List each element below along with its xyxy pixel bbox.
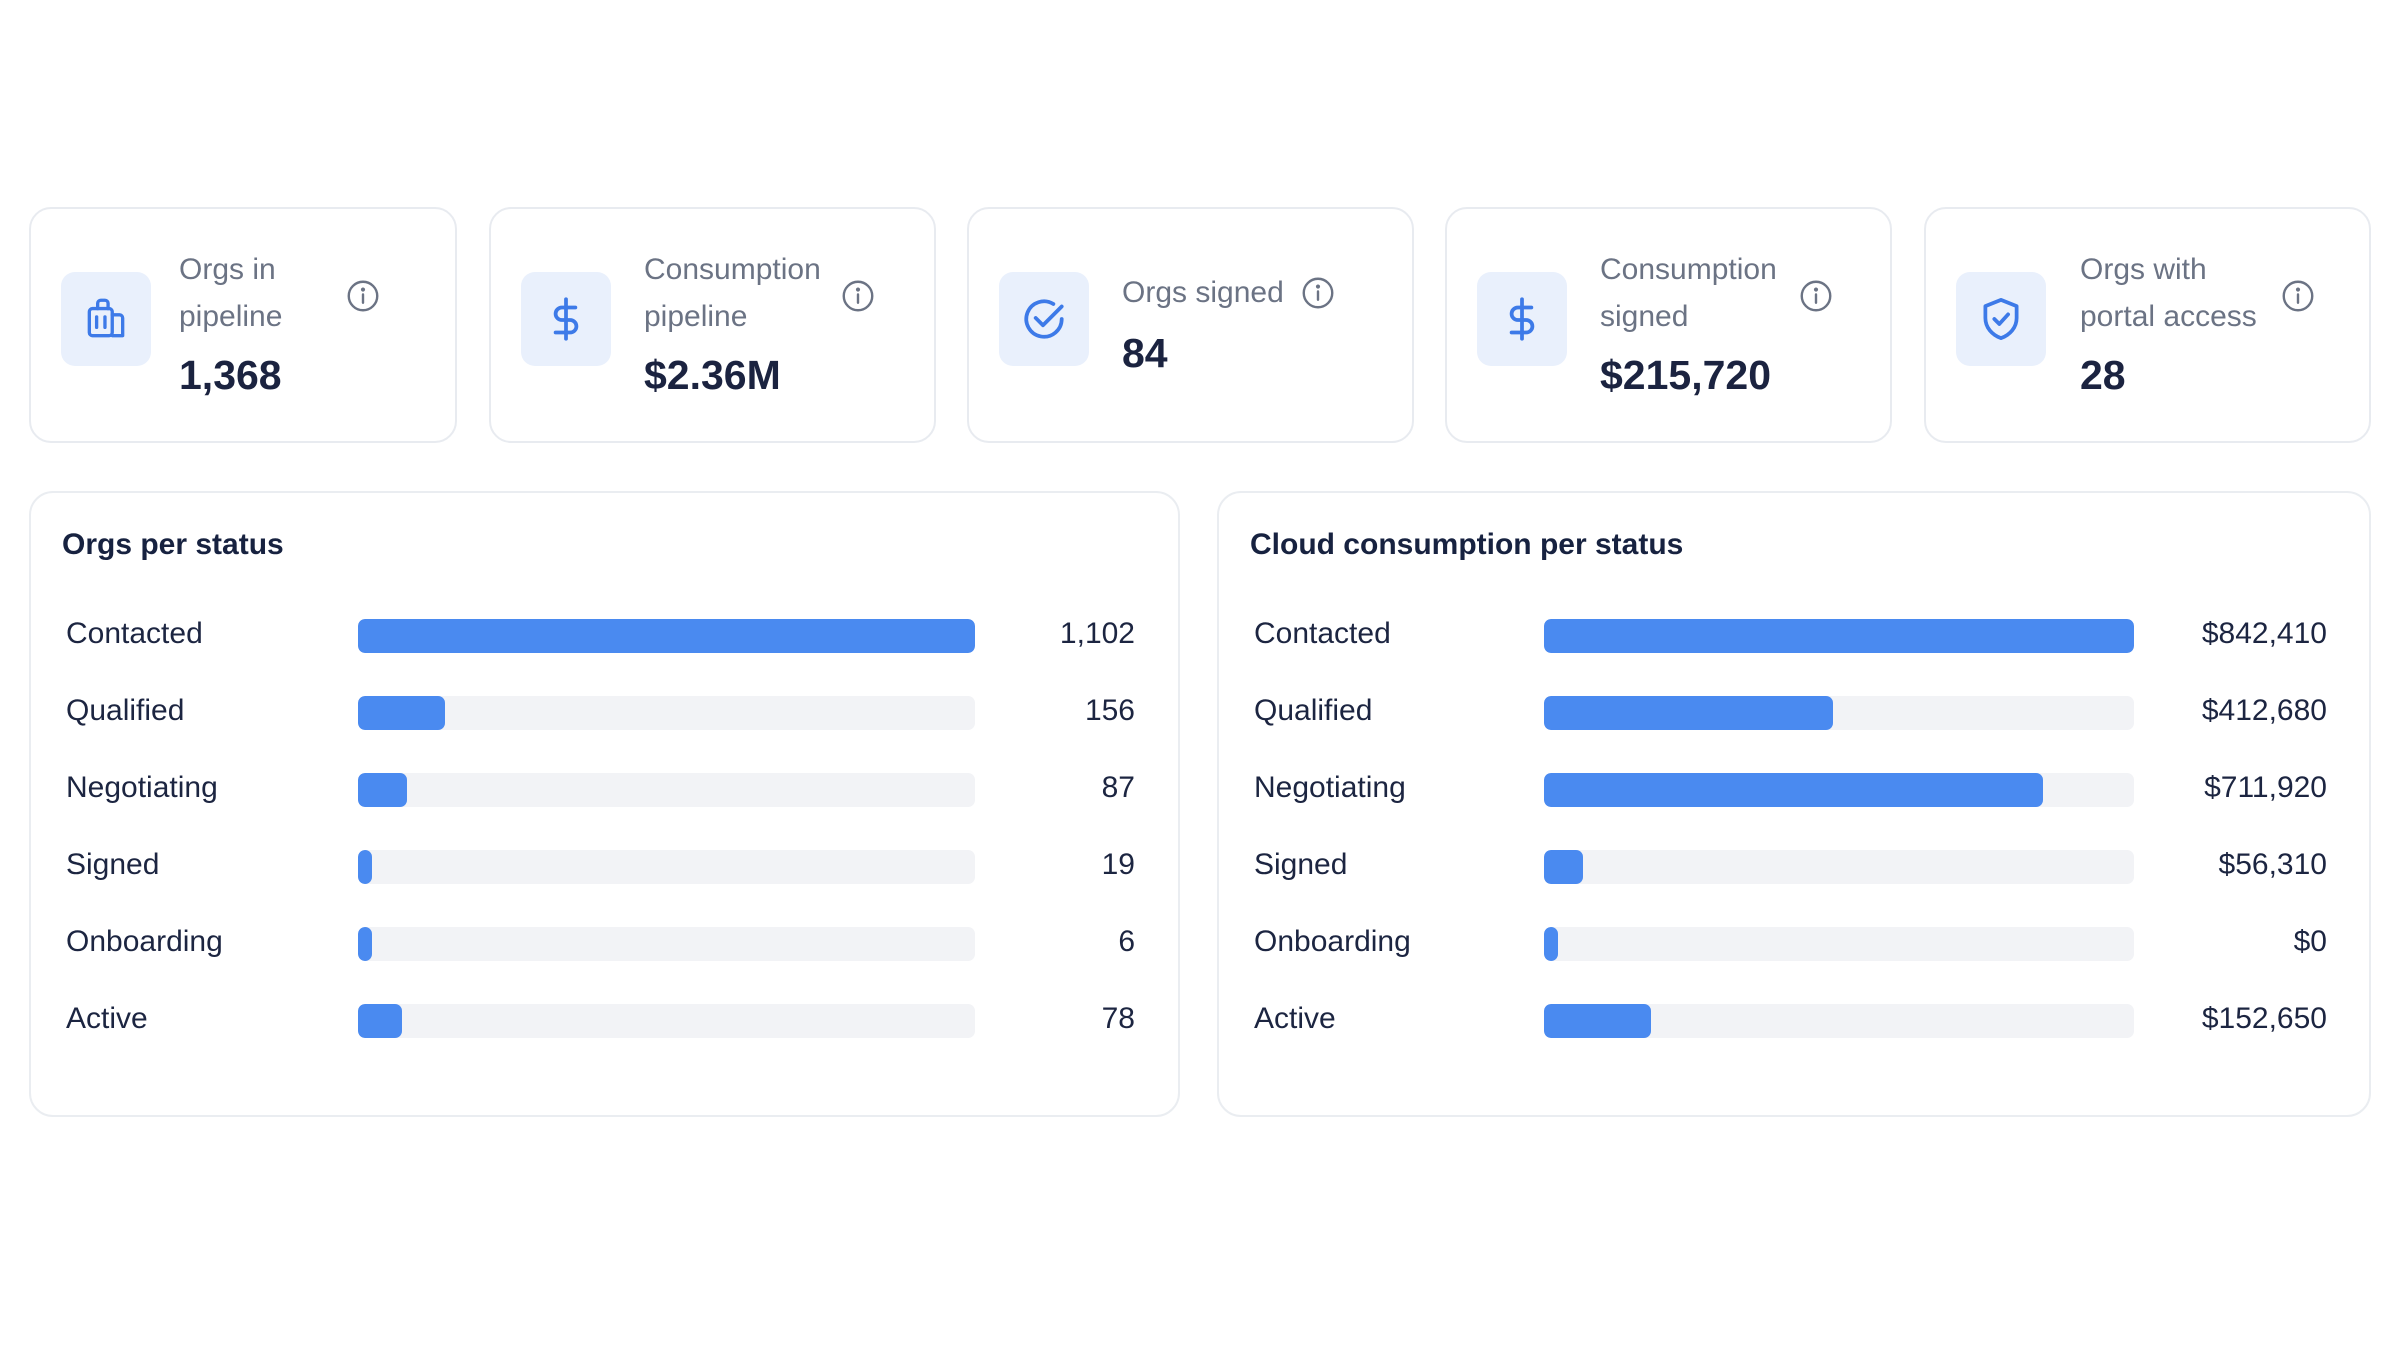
bar-row: Active $152,650 (1219, 994, 2369, 1044)
panel-title: Orgs per status (62, 528, 284, 561)
bar-track (1544, 850, 2134, 884)
bar-value-label: 19 (1101, 848, 1135, 881)
bar-value-label: $0 (2293, 925, 2327, 958)
kpi-label: Orgs signed (1122, 276, 1284, 309)
info-icon[interactable] (840, 278, 876, 314)
bar-row: Signed $56,310 (1219, 840, 2369, 890)
bar-fill (358, 696, 445, 730)
shield-check-icon (1956, 272, 2046, 366)
bar-value-label: $152,650 (2201, 1002, 2327, 1035)
bar-fill (1544, 773, 2043, 807)
kpi-label: Consumption signed (1600, 253, 1777, 333)
bar-value-label: 78 (1101, 1002, 1135, 1035)
bar-row: Onboarding 6 (31, 917, 1178, 967)
bar-fill (1544, 619, 2134, 653)
bar-value-label: 6 (1118, 925, 1135, 958)
bar-row: Negotiating $711,920 (1219, 763, 2369, 813)
bar-category-label: Signed (66, 848, 160, 881)
kpi-label: Orgs in pipeline (179, 253, 283, 333)
bar-category-label: Negotiating (66, 771, 218, 804)
bar-category-label: Negotiating (1254, 771, 1406, 804)
bar-value-label: $412,680 (2201, 694, 2327, 727)
kpi-value: 1,368 (179, 352, 282, 398)
cloud-consumption-per-status-panel: Cloud consumption per status Contacted $8… (1217, 491, 2371, 1117)
bar-track (1544, 619, 2134, 653)
bar-value-label: $711,920 (2204, 771, 2327, 804)
bar-category-label: Qualified (66, 694, 185, 727)
dollar-icon (521, 272, 611, 366)
kpi-label: Orgs with portal access (2080, 253, 2257, 333)
info-icon[interactable] (2280, 278, 2316, 314)
bar-track (358, 773, 975, 807)
bar-category-label: Signed (1254, 848, 1348, 881)
bar-value-label: 87 (1101, 771, 1135, 804)
bar-fill (1544, 850, 1583, 884)
dollar-icon (1477, 272, 1567, 366)
bar-fill (358, 773, 407, 807)
kpi-card-consumption-pipeline: Consumption pipeline $2.36M (489, 207, 936, 443)
kpi-card-orgs-in-pipeline: Orgs in pipeline 1,368 (29, 207, 457, 443)
bar-category-label: Contacted (66, 617, 203, 650)
kpi-value: $215,720 (1600, 352, 1772, 398)
bar-track (358, 619, 975, 653)
bar-row: Onboarding $0 (1219, 917, 2369, 967)
bar-fill (358, 619, 975, 653)
bar-track (358, 850, 975, 884)
bar-fill (1544, 696, 1833, 730)
check-circle-icon (999, 272, 1089, 366)
bar-row: Signed 19 (31, 840, 1178, 890)
bar-track (358, 927, 975, 961)
orgs-per-status-panel: Orgs per status Contacted 1,102 Qualified 1… (29, 491, 1180, 1117)
bar-row: Contacted $842,410 (1219, 609, 2369, 659)
bar-track (1544, 927, 2134, 961)
bar-fill (1544, 1004, 1651, 1038)
bar-row: Active 78 (31, 994, 1178, 1044)
bar-track (1544, 773, 2134, 807)
bar-fill (358, 1004, 402, 1038)
bar-category-label: Active (1254, 1002, 1336, 1035)
info-icon[interactable] (345, 278, 381, 314)
bar-category-label: Onboarding (1254, 925, 1411, 958)
panel-title: Cloud consumption per status (1250, 528, 1684, 561)
kpi-card-consumption-signed: Consumption signed $215,720 (1445, 207, 1892, 443)
info-icon[interactable] (1300, 275, 1336, 311)
kpi-card-orgs-with-portal-access: Orgs with portal access 28 (1924, 207, 2371, 443)
kpi-row: Orgs in pipeline 1,368 Consumption pipel… (0, 207, 2400, 445)
bar-category-label: Qualified (1254, 694, 1373, 727)
kpi-card-orgs-signed: Orgs signed 84 (967, 207, 1414, 443)
kpi-label: Consumption pipeline (644, 253, 821, 333)
bar-fill (358, 850, 372, 884)
kpi-value: 28 (2080, 352, 2126, 398)
bar-row: Qualified $412,680 (1219, 686, 2369, 736)
bar-category-label: Active (66, 1002, 148, 1035)
bar-row: Qualified 156 (31, 686, 1178, 736)
bar-value-label: 1,102 (1059, 617, 1135, 650)
bar-value-label: 156 (1084, 694, 1135, 727)
bar-fill (358, 927, 372, 961)
kpi-value: $2.36M (644, 352, 781, 398)
bar-value-label: $56,310 (2218, 848, 2327, 881)
bar-value-label: $842,410 (2201, 617, 2327, 650)
kpi-value: 84 (1122, 330, 1168, 376)
bar-category-label: Contacted (1254, 617, 1391, 650)
building-icon (61, 272, 151, 366)
bar-category-label: Onboarding (66, 925, 223, 958)
bar-fill (1544, 927, 1558, 961)
bar-row: Negotiating 87 (31, 763, 1178, 813)
info-icon[interactable] (1798, 278, 1834, 314)
bar-track (358, 696, 975, 730)
bar-track (1544, 696, 2134, 730)
bar-track (358, 1004, 975, 1038)
bar-track (1544, 1004, 2134, 1038)
bar-row: Contacted 1,102 (31, 609, 1178, 659)
